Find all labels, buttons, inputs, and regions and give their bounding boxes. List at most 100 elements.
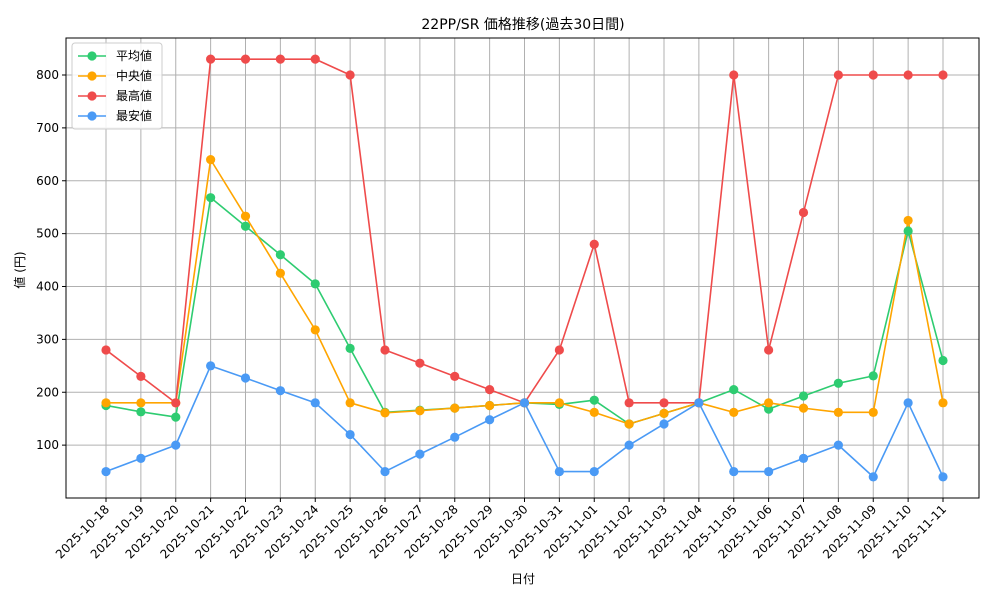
y-axis-label: 値 (円)	[12, 251, 27, 288]
y-tick-label: 800	[36, 68, 59, 82]
data-point-series-3	[136, 453, 146, 463]
data-point-series-1	[798, 403, 809, 413]
data-point-series-3	[729, 466, 739, 477]
x-axis-label: 日付	[511, 572, 535, 586]
data-point-series-0	[938, 355, 948, 366]
data-point-series-2	[310, 54, 320, 64]
data-point-series-3	[310, 398, 320, 408]
data-point-series-2	[833, 70, 843, 80]
data-point-series-3	[624, 440, 634, 450]
legend-swatch-marker	[87, 71, 97, 81]
data-point-series-1	[206, 155, 216, 165]
data-point-series-2	[485, 385, 495, 395]
data-point-series-1	[275, 268, 285, 278]
data-point-series-1	[450, 403, 460, 413]
data-point-series-0	[798, 391, 809, 401]
data-point-series-0	[206, 193, 216, 203]
data-point-series-2	[171, 398, 181, 408]
data-point-series-1	[764, 398, 774, 408]
data-point-series-1	[345, 398, 355, 408]
data-point-series-2	[206, 54, 216, 64]
data-point-series-0	[764, 404, 774, 414]
data-point-series-1	[136, 398, 146, 408]
data-point-series-2	[101, 345, 111, 355]
data-point-series-2	[415, 358, 425, 368]
data-point-series-2	[589, 239, 599, 249]
data-point-series-2	[275, 54, 285, 64]
data-point-series-3	[694, 398, 704, 408]
data-point-series-2	[868, 70, 878, 80]
data-point-series-3	[659, 419, 669, 429]
y-axis: 100 200 300 400 500 600 700 800	[36, 68, 66, 452]
data-point-series-3	[380, 466, 390, 477]
data-point-series-3	[171, 440, 181, 450]
data-point-series-3	[589, 466, 599, 477]
data-point-series-2	[240, 54, 251, 64]
legend-swatch-marker	[87, 51, 97, 61]
y-tick-label: 100	[36, 438, 59, 452]
data-point-series-3	[101, 466, 111, 477]
data-point-series-1	[589, 407, 599, 417]
data-point-series-2	[380, 345, 390, 355]
data-point-series-3	[903, 398, 913, 408]
data-point-series-1	[554, 398, 564, 408]
data-point-series-0	[903, 226, 913, 236]
y-tick-label: 400	[36, 280, 59, 294]
y-tick-label: 700	[36, 121, 59, 135]
legend-label: 平均値	[116, 48, 152, 63]
data-point-series-0	[310, 279, 320, 289]
data-point-series-1	[624, 419, 634, 429]
data-point-series-2	[450, 371, 460, 381]
data-point-series-1	[380, 408, 390, 418]
data-point-series-1	[903, 215, 913, 226]
data-point-series-3	[868, 472, 878, 482]
data-point-series-1	[938, 398, 948, 408]
data-point-series-2	[798, 207, 809, 218]
data-point-series-0	[275, 250, 285, 260]
x-axis: 2025-10-182025-10-192025-10-202025-10-21…	[53, 498, 949, 561]
y-tick-label: 300	[36, 332, 59, 346]
legend-swatch-marker	[87, 111, 97, 121]
data-point-series-2	[624, 398, 634, 408]
data-point-series-2	[136, 371, 146, 381]
chart-title: 22PP/SR 価格推移(過去30日間)	[421, 17, 624, 33]
legend-label: 中央値	[116, 68, 152, 83]
data-point-series-3	[519, 398, 530, 408]
data-point-series-1	[240, 211, 251, 221]
grid	[66, 38, 979, 498]
data-point-series-0	[136, 407, 146, 417]
plot-frame	[65, 37, 980, 499]
y-tick-label: 500	[36, 227, 59, 241]
data-point-series-2	[938, 70, 948, 80]
legend-swatch-marker	[87, 91, 97, 101]
legend-label: 最高値	[116, 88, 152, 103]
data-point-series-3	[798, 453, 809, 463]
data-point-series-3	[240, 373, 251, 383]
data-point-series-2	[659, 398, 669, 408]
y-tick-label: 200	[36, 385, 59, 399]
data-point-series-3	[938, 472, 948, 482]
data-point-series-0	[171, 412, 181, 422]
data-point-series-3	[206, 361, 216, 371]
data-point-series-0	[240, 221, 251, 231]
data-point-series-1	[868, 407, 878, 417]
data-point-series-3	[833, 440, 843, 450]
data-point-series-2	[345, 70, 355, 80]
data-point-series-3	[345, 429, 355, 440]
data-point-series-0	[868, 371, 878, 381]
data-point-series-3	[554, 466, 564, 477]
data-point-series-0	[729, 385, 739, 395]
data-point-series-1	[833, 407, 843, 417]
data-point-series-2	[903, 70, 913, 80]
data-point-series-3	[275, 386, 285, 396]
data-point-series-0	[833, 378, 843, 388]
data-point-series-3	[415, 449, 425, 459]
y-tick-label: 600	[36, 174, 59, 188]
data-point-series-3	[485, 415, 495, 425]
data-point-series-1	[415, 406, 425, 416]
data-point-series-1	[101, 398, 111, 408]
data-point-series-1	[659, 408, 669, 419]
data-point-series-2	[764, 345, 774, 355]
